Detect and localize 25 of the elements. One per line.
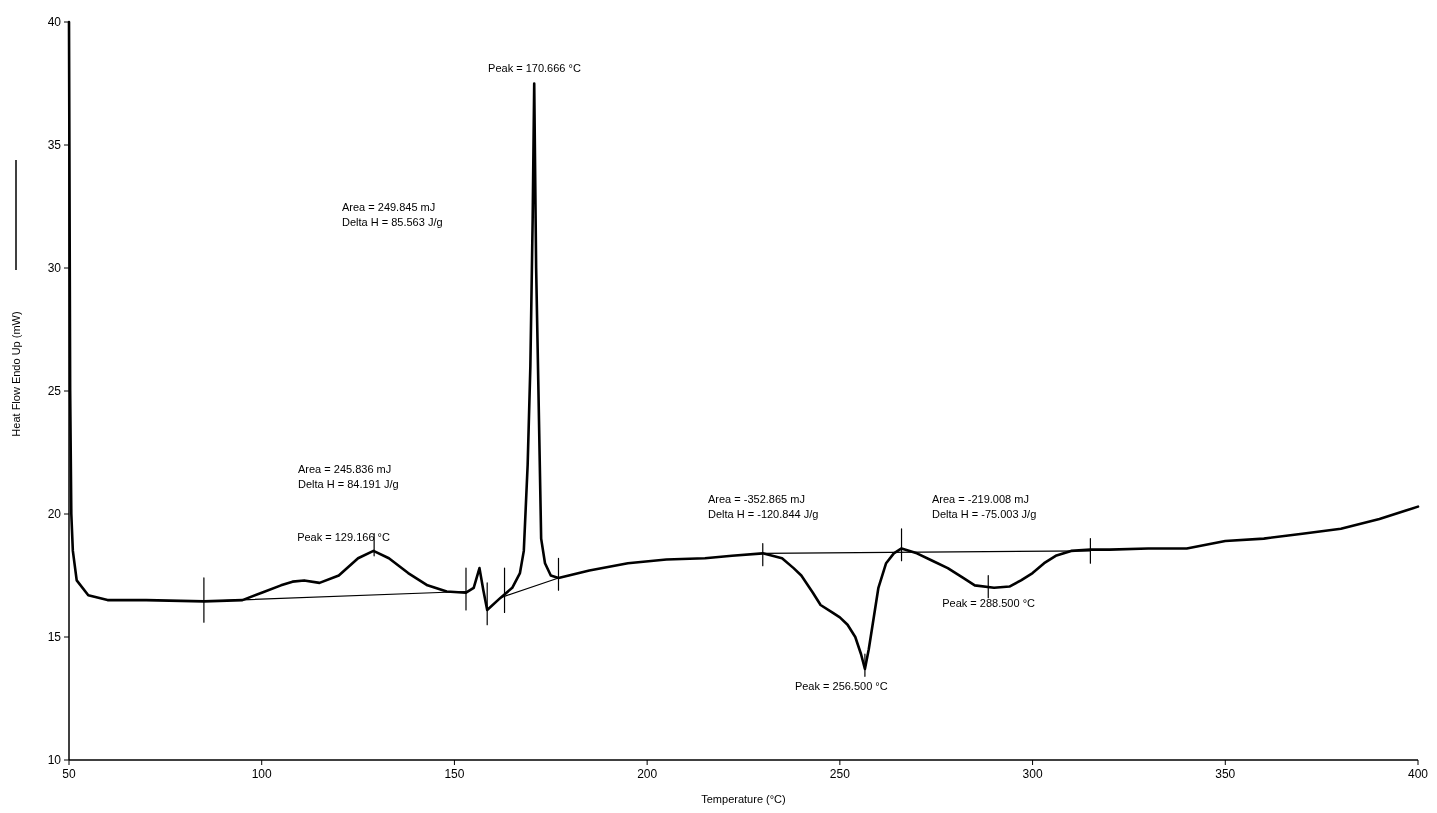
- annotation: Area = 249.845 mJ Delta H = 85.563 J/g: [342, 201, 443, 228]
- x-tick-label: 100: [251, 767, 273, 781]
- y-tick-label: 35: [47, 138, 62, 153]
- x-tick-label: 50: [62, 767, 76, 781]
- x-tick-label: 150: [444, 767, 465, 781]
- x-tick-label: 400: [1407, 767, 1429, 781]
- x-tick-label: 350: [1215, 767, 1236, 781]
- y-tick-label: 20: [47, 507, 62, 522]
- annotation: Peak = 288.500 °C: [942, 596, 1036, 609]
- annotation: Area = 245.836 mJ Delta H = 84.191 J/g: [298, 463, 399, 490]
- y-tick-label: 15: [47, 630, 62, 645]
- annotation: Peak = 129.166 °C: [297, 530, 390, 543]
- annotation: Peak = 256.500 °C: [794, 679, 888, 692]
- x-tick-label: 300: [1022, 767, 1043, 781]
- x-tick-label: 250: [829, 767, 851, 781]
- annotation: Area = -352.865 mJ Delta H = -120.844 J/g: [708, 493, 819, 520]
- y-tick-label: 10: [47, 753, 62, 768]
- y-axis-title: Heat Flow Endo Up (mW): [10, 311, 22, 437]
- y-tick-label: 30: [47, 261, 62, 276]
- y-tick-label: 40: [47, 15, 62, 30]
- annotation: Area = -219.008 mJ Delta H = -75.003 J/g: [932, 493, 1037, 520]
- annotation: Peak = 170.666 °C: [488, 61, 581, 74]
- x-axis-title: Temperature (°C): [701, 793, 786, 805]
- y-tick-label: 25: [47, 384, 62, 399]
- x-tick-label: 200: [637, 767, 658, 781]
